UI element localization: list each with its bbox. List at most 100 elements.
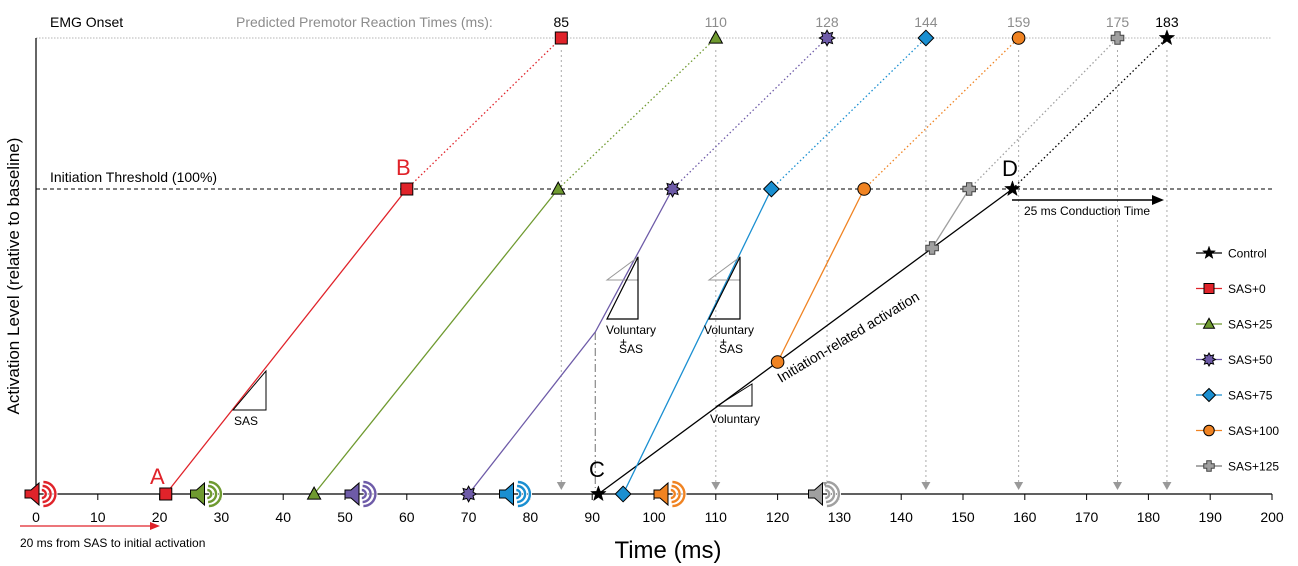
series-line-sas125 — [931, 188, 970, 249]
rt-label-sas25: 110 — [705, 14, 728, 30]
legend-label: SAS+50 — [1228, 353, 1273, 367]
point-label-b: B — [396, 155, 411, 180]
series-conduction-sas0 — [406, 37, 562, 190]
x-tick-label: 30 — [214, 509, 230, 525]
guide-lines — [36, 37, 1272, 490]
top-rt-label: Predicted Premotor Reaction Times (ms): — [236, 14, 493, 30]
x-tick-label: 80 — [523, 509, 539, 525]
level-label-onset: EMG Onset — [50, 14, 123, 30]
legend-marker-sas0 — [1203, 283, 1215, 294]
legend-item-control: Control — [1196, 245, 1267, 261]
series-conduction-sas125 — [968, 37, 1118, 190]
marker-sas0-2 — [554, 31, 568, 45]
legend-label: Control — [1228, 247, 1267, 261]
x-tick-label: 50 — [337, 509, 353, 525]
legend-label: SAS+125 — [1228, 460, 1279, 474]
legend-marker-sas50 — [1201, 351, 1217, 368]
speaker-icon — [190, 479, 223, 509]
rt-guide-arrow — [1113, 482, 1122, 490]
x-tick-label: 130 — [828, 509, 852, 525]
legend-label: SAS+0 — [1228, 282, 1266, 296]
slope-label-voluntary-sas-1-bottom: SAS — [619, 342, 643, 356]
conduction-time-label: 25 ms Conduction Time — [1024, 204, 1150, 218]
legend-label: SAS+100 — [1228, 424, 1279, 438]
marker-sas100-1 — [857, 182, 871, 196]
speaker-icon — [653, 479, 687, 509]
series-line-sas0 — [165, 188, 408, 495]
x-tick-label: 10 — [90, 509, 106, 525]
slope-label-voluntary-sas-1-plus: + — [620, 335, 627, 349]
series-line-sas25 — [313, 188, 559, 495]
legend-marker-sas125 — [1203, 460, 1215, 472]
rt-label-sas50: 128 — [815, 14, 839, 30]
rt-guide-arrow — [921, 482, 931, 490]
speaker-icons — [24, 479, 841, 509]
x-tick-label: 160 — [1013, 509, 1037, 525]
legend-item-sas125: SAS+125 — [1196, 460, 1279, 474]
slope-triangle-voluntary-sas-1: Voluntary + SAS — [605, 256, 656, 356]
x-tick-label: 180 — [1137, 509, 1161, 525]
rt-label-sas100: 159 — [1007, 14, 1031, 30]
slope-triangle-voluntary-sas-2: Voluntary + SAS — [704, 256, 754, 356]
rt-guide-arrow — [556, 482, 566, 490]
marker-sas50-0 — [459, 485, 478, 503]
level-label-threshold: Initiation Threshold (100%) — [50, 169, 217, 185]
rt-label-sas0: 85 — [554, 14, 570, 30]
point-label-d: D — [1002, 156, 1018, 181]
legend-item-sas75: SAS+75 — [1196, 387, 1273, 403]
series-conduction-sas75 — [770, 37, 927, 190]
series-line-sas75 — [622, 188, 773, 495]
x-tick-label: 20 — [152, 509, 168, 525]
initiation-activation-label: Initiation-related activation — [774, 288, 922, 385]
rt-label-sas125: 175 — [1106, 14, 1130, 30]
speaker-icon — [24, 479, 58, 509]
legend: Control SAS+0 SAS+25 SAS+50 SAS+75 SAS+100 SAS… — [1196, 245, 1279, 474]
legend-item-sas25: SAS+25 — [1196, 317, 1273, 332]
marker-sas75-2 — [917, 29, 935, 47]
speaker-icon — [808, 479, 841, 509]
series-conduction-sas25 — [557, 37, 717, 190]
marker-control-0 — [589, 485, 607, 502]
legend-item-sas0: SAS+0 — [1196, 282, 1266, 296]
marker-sas0-1 — [400, 182, 414, 196]
x-tick-label: 200 — [1260, 509, 1284, 525]
series-line-sas50-voluntary — [468, 331, 596, 495]
series-lines: 183 85 110 128 144 159 175 — [165, 14, 1179, 495]
marker-sas125-0 — [925, 241, 939, 255]
marker-sas50-1 — [663, 180, 682, 198]
x-ticks: 0 10 20 30 40 50 60 70 80 90 100 110 120 130 140 150 160… — [32, 494, 1284, 525]
slope-triangle-sas: SAS — [231, 369, 267, 428]
legend-item-sas50: SAS+50 — [1196, 351, 1273, 368]
rt-label-control: 183 — [1155, 14, 1179, 30]
x-tick-label: 120 — [766, 509, 790, 525]
marker-sas100-2 — [1011, 31, 1026, 45]
legend-marker-sas25 — [1202, 317, 1216, 329]
sas-activation-delay-label: 20 ms from SAS to initial activation — [20, 536, 205, 550]
marker-sas125-1 — [962, 182, 976, 196]
series-line-sas100 — [777, 188, 865, 363]
legend-marker-control — [1201, 245, 1217, 260]
rt-guide-arrow — [1014, 482, 1024, 490]
y-axis-label: Activation Level (relative to baseline) — [4, 138, 23, 415]
marker-sas50-2 — [818, 29, 836, 47]
x-tick-label: 150 — [951, 509, 975, 525]
rt-guide-arrow — [711, 482, 721, 490]
series-conduction-sas100 — [863, 37, 1020, 190]
marker-sas0-0 — [159, 487, 173, 501]
marker-sas25-0 — [306, 486, 322, 500]
series-markers — [159, 29, 1176, 503]
legend-marker-sas100 — [1203, 424, 1215, 437]
rt-label-sas75: 144 — [914, 14, 938, 30]
series-conduction-sas50 — [672, 37, 828, 190]
marker-sas75-1 — [762, 180, 780, 198]
marker-sas100-0 — [770, 355, 785, 369]
marker-control-1 — [1004, 180, 1021, 197]
x-tick-label: 0 — [32, 509, 40, 525]
marker-sas75-0 — [614, 485, 632, 503]
x-tick-label: 60 — [399, 509, 415, 525]
x-tick-label: 100 — [642, 509, 666, 525]
marker-sas125-2 — [1110, 31, 1125, 45]
x-tick-label: 70 — [461, 509, 477, 525]
speaker-icon — [344, 479, 378, 509]
